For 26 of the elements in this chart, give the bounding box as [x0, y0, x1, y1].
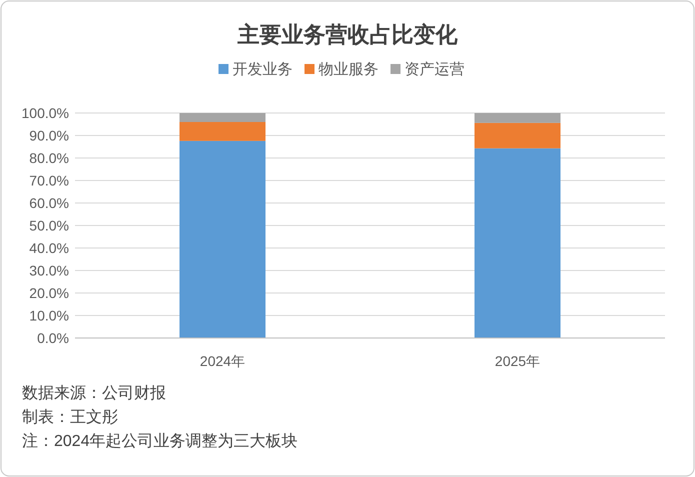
y-tick-label: 100.0%: [22, 105, 69, 121]
legend-label: 开发业务: [232, 61, 292, 78]
text: 注：2024年起公司业务调整为三大板块: [22, 432, 298, 450]
y-tick-label: 30.0%: [29, 262, 69, 278]
y-tick-label: 50.0%: [29, 218, 69, 234]
bar: [474, 148, 560, 338]
source-note: 数据来源：公司财报: [22, 384, 166, 402]
legend-label: 物业服务: [318, 61, 378, 78]
y-tick-label: 40.0%: [29, 240, 69, 256]
bar: [180, 113, 266, 122]
y-tick-label: 90.0%: [29, 128, 69, 144]
legend-label: 资产运营: [404, 61, 464, 78]
y-tick-label: 0.0%: [37, 330, 69, 346]
chart-title: 主要业务营收占比变化: [236, 22, 458, 47]
y-tick-label: 70.0%: [29, 172, 69, 188]
bar: [180, 122, 266, 141]
x-tick-label: 2024年: [200, 353, 246, 369]
y-tick-label: 20.0%: [29, 285, 69, 301]
text: 制表：王文彤: [22, 408, 118, 426]
x-tick-label: 2025年: [494, 353, 540, 369]
y-tick-label: 80.0%: [29, 150, 69, 166]
bar: [474, 113, 560, 123]
bar: [474, 122, 560, 148]
y-tick-label: 60.0%: [29, 195, 69, 211]
y-tick-label: 10.0%: [29, 308, 69, 324]
bar: [180, 140, 266, 338]
